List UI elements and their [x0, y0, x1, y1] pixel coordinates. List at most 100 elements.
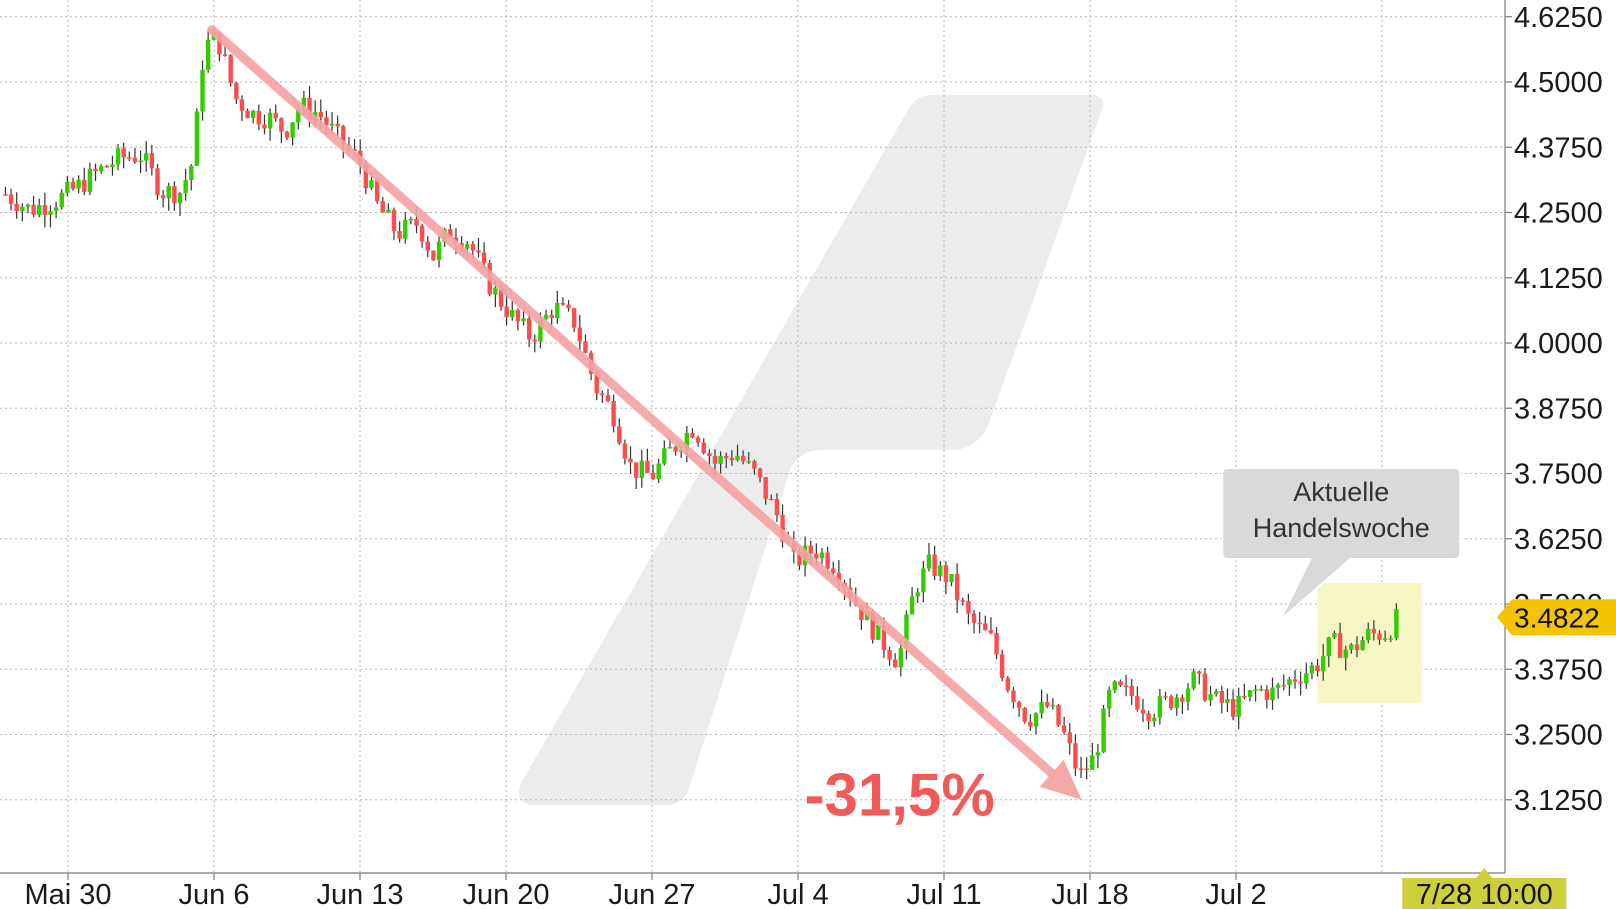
- candle: [932, 545, 937, 580]
- candle: [526, 311, 532, 347]
- candle-body: [515, 310, 521, 322]
- y-tick-label: 3.8750: [1514, 393, 1603, 425]
- candle: [1011, 686, 1016, 709]
- candle: [650, 464, 656, 480]
- candle: [662, 440, 667, 466]
- candle-body: [318, 112, 323, 118]
- candle-body: [448, 229, 453, 238]
- candle-body: [960, 600, 965, 602]
- candle: [994, 627, 999, 660]
- candle: [1225, 688, 1230, 712]
- candle: [329, 111, 335, 133]
- candle: [1208, 685, 1213, 707]
- candle: [436, 235, 442, 268]
- candle-body: [966, 601, 971, 614]
- candle: [1039, 689, 1044, 719]
- candle: [752, 459, 757, 475]
- candle: [194, 108, 200, 167]
- candle-body: [1292, 679, 1298, 682]
- candle-body: [831, 568, 836, 573]
- candle-body: [633, 462, 639, 478]
- candle-body: [296, 109, 301, 123]
- y-tick-label: 3.7500: [1514, 459, 1603, 491]
- candle: [1045, 693, 1050, 709]
- candle-body: [419, 225, 425, 242]
- candle: [1067, 723, 1072, 755]
- candle: [735, 444, 740, 462]
- candle-body: [1208, 694, 1213, 701]
- date-tag-bg: [1402, 878, 1567, 909]
- candle-body: [746, 461, 751, 463]
- candle-body: [93, 168, 98, 172]
- candle: [628, 446, 633, 474]
- candle-body: [763, 477, 768, 499]
- candle: [999, 649, 1005, 682]
- candle-body: [526, 318, 532, 340]
- x-tick-label: Jun 20: [462, 879, 549, 909]
- candle: [1118, 679, 1123, 688]
- candle-body: [769, 498, 774, 501]
- candle-body: [82, 179, 87, 192]
- x-tick-label: Jun 6: [179, 879, 250, 909]
- candle: [639, 449, 644, 488]
- candle-body: [307, 97, 312, 119]
- candle: [31, 195, 36, 217]
- candle-body: [870, 611, 875, 640]
- candle: [1146, 710, 1151, 730]
- candle-body: [1298, 681, 1303, 684]
- candle: [819, 548, 825, 567]
- candle: [8, 188, 14, 211]
- candle: [1332, 630, 1337, 640]
- candle-body: [757, 468, 763, 478]
- candle-body: [1106, 690, 1112, 709]
- candle-body: [921, 568, 926, 593]
- candle-body: [690, 432, 695, 438]
- candle: [172, 181, 177, 211]
- candle-body: [14, 203, 19, 212]
- candle: [273, 104, 278, 122]
- last-price-tag: 3.4822: [1514, 602, 1600, 633]
- candle-body: [149, 153, 155, 169]
- candle: [695, 435, 701, 447]
- candle-body: [222, 54, 228, 57]
- candle-body: [217, 31, 222, 55]
- candle: [408, 216, 414, 225]
- candle-body: [724, 455, 729, 459]
- candle: [954, 563, 960, 614]
- candle: [59, 189, 64, 210]
- candle: [1304, 662, 1309, 689]
- candle: [1073, 734, 1078, 776]
- candle-body: [718, 455, 723, 464]
- candle-body: [1090, 755, 1095, 770]
- candle: [431, 250, 436, 261]
- candle: [1354, 636, 1360, 658]
- y-axis-ticks: 4.6250 4.5000 4.3750 4.2500 4.1250 4.0000 3.87…: [1505, 2, 1603, 817]
- candle: [769, 494, 774, 501]
- candle-body: [59, 192, 64, 208]
- candle-body: [476, 250, 481, 253]
- candle: [966, 593, 971, 625]
- candle: [262, 114, 267, 135]
- candle-body: [262, 124, 267, 129]
- candle-body: [752, 461, 757, 469]
- candle: [87, 162, 93, 195]
- candle: [1033, 712, 1039, 735]
- candle-body: [510, 310, 515, 318]
- candle-body: [1028, 721, 1033, 727]
- candle-body: [808, 545, 813, 554]
- candle-body: [1394, 609, 1399, 639]
- candle: [555, 290, 560, 324]
- candle: [228, 54, 233, 87]
- candle: [515, 308, 521, 331]
- candle: [1298, 671, 1303, 696]
- candle: [1061, 716, 1067, 735]
- candle-body: [397, 231, 402, 239]
- candle-body: [493, 288, 498, 295]
- candle-body: [245, 110, 250, 119]
- candle-body: [1061, 725, 1067, 733]
- candle: [577, 314, 583, 353]
- candle: [160, 189, 166, 208]
- candle: [1349, 643, 1354, 654]
- candle-body: [1078, 768, 1084, 770]
